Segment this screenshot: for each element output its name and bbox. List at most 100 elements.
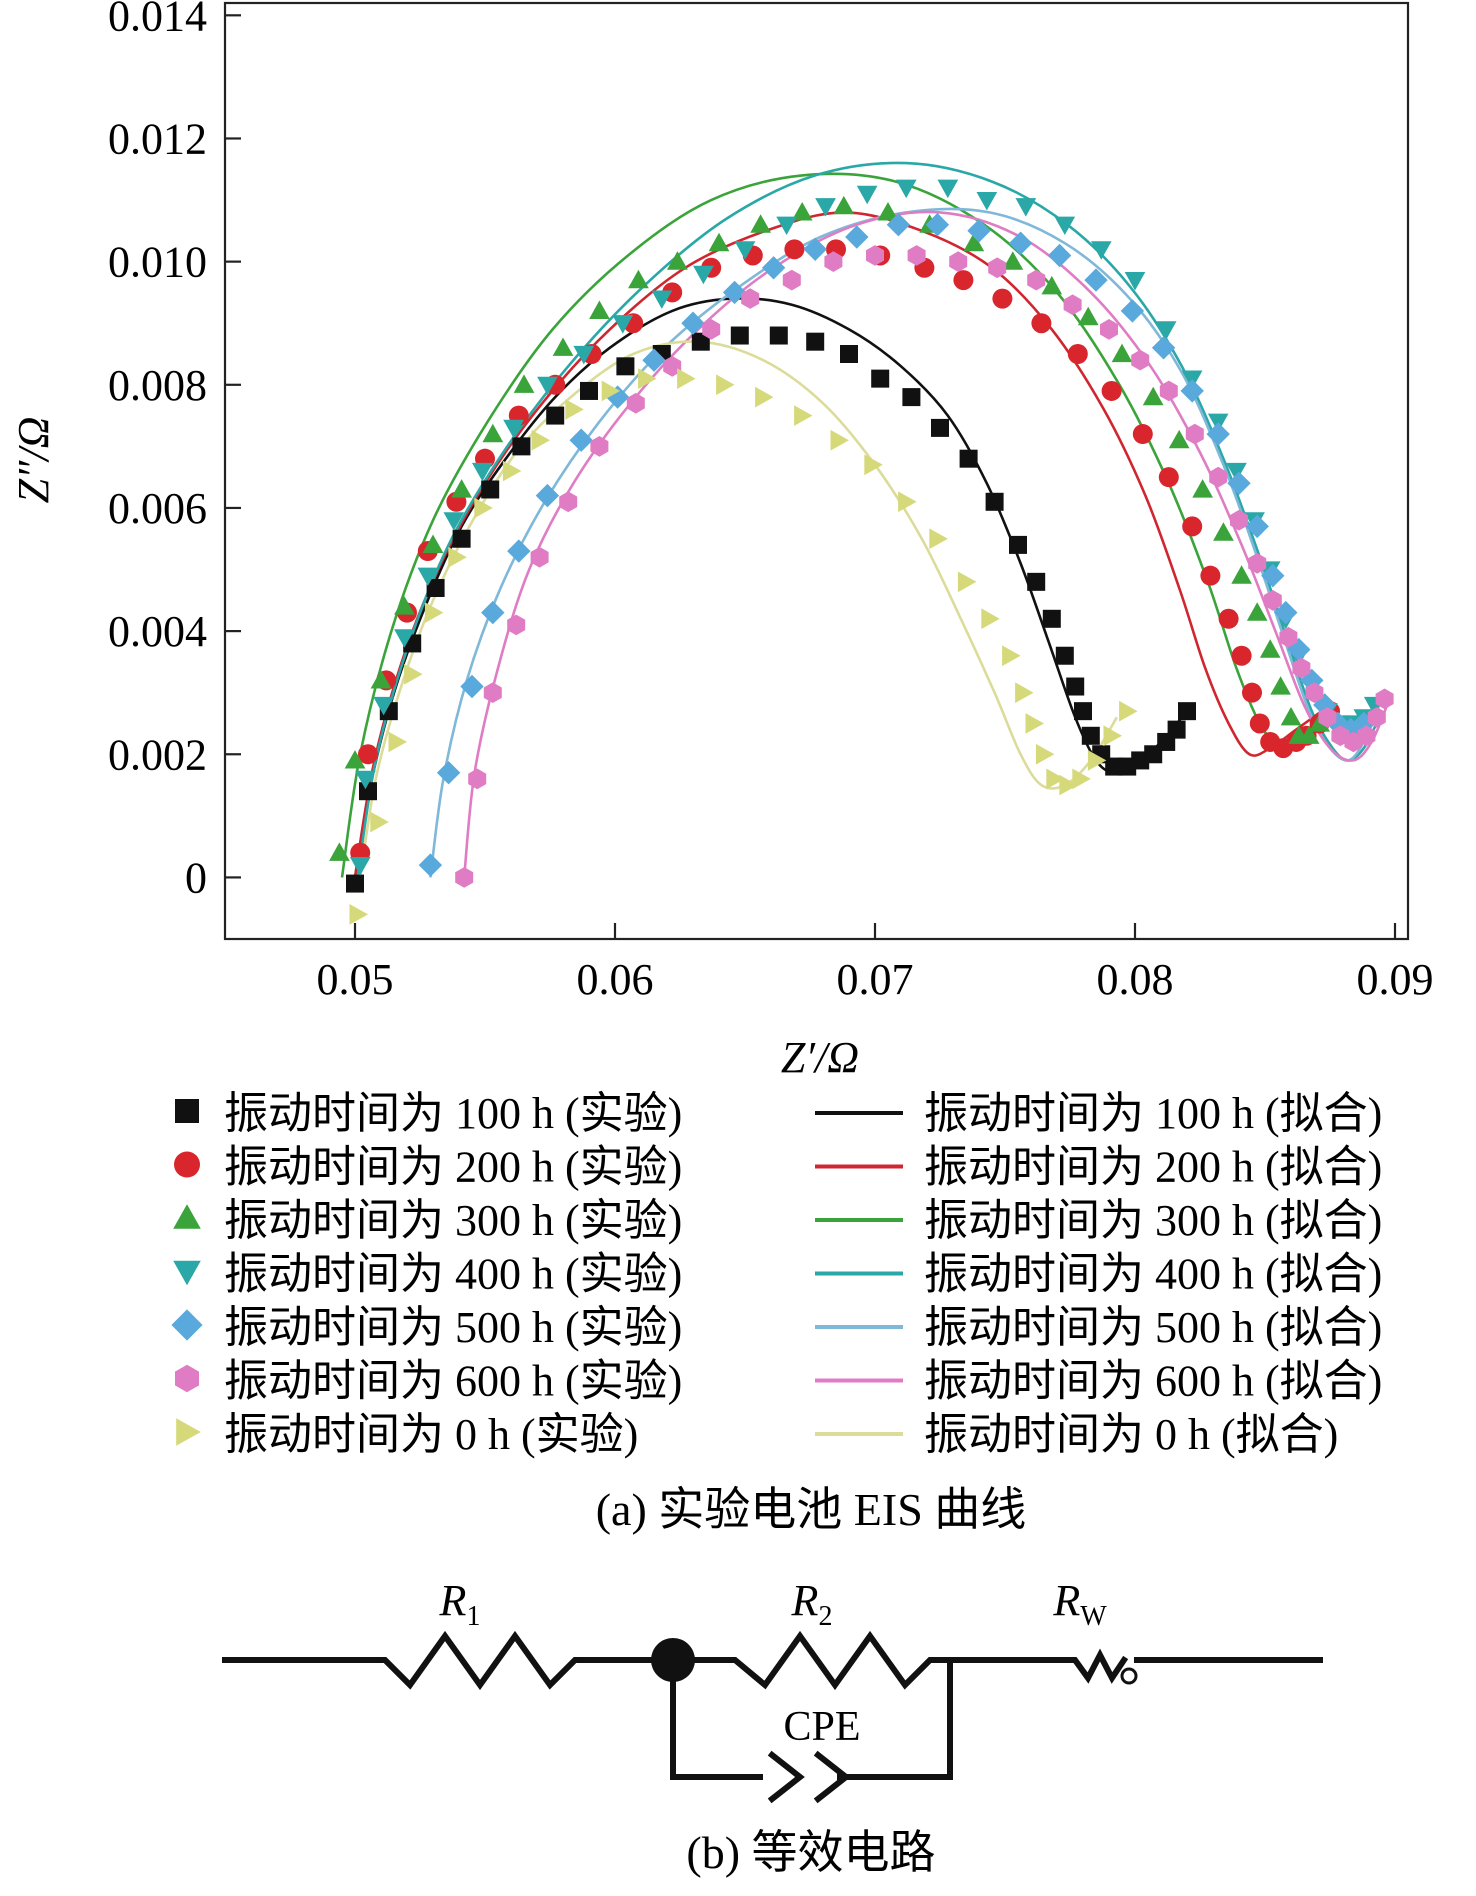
data-point-3 [355,770,376,790]
data-point-6 [349,904,368,925]
data-point-2 [1142,386,1164,406]
data-point-6 [601,380,621,402]
data-point-3 [976,192,998,211]
data-point-4 [1084,268,1108,292]
data-point-6 [1103,725,1122,747]
data-point-6 [531,429,550,451]
data-point-2 [1259,639,1281,658]
data-point-5 [507,614,526,636]
x-axis-ticks: 0.05 0.06 0.07 0.08 0.09 [317,923,1434,1004]
data-point-5 [1063,294,1082,316]
data-point-4 [761,256,786,280]
data-point-5 [949,251,968,272]
data-point-5 [1305,682,1324,703]
rw-label-sub: W [1080,1601,1107,1632]
rw-label: RW [1052,1576,1107,1632]
data-point-5 [824,251,843,272]
data-point-5 [1292,657,1311,679]
r1-label-main: R [439,1576,467,1625]
data-point-6 [474,497,493,519]
data-point-6 [929,528,948,550]
fit-line-4 [429,207,1381,878]
data-point-6 [1002,645,1021,667]
data-point-3 [1015,198,1037,217]
r1-label-sub: 1 [466,1601,480,1632]
data-point-4 [569,428,593,452]
legend-label-fit: 振动时间为 400 h (拟合) [924,1250,1382,1299]
data-point-5 [626,392,645,414]
data-point-0 [580,381,598,400]
data-point-3 [651,290,673,309]
data-point-2 [833,195,855,215]
data-point-4 [1180,379,1204,403]
data-point-1 [1182,516,1203,537]
fit-line-6 [358,340,1118,878]
legend-label-fit: 振动时间为 200 h (拟合) [924,1143,1382,1192]
data-point-0 [616,357,635,376]
data-point-1 [1101,380,1122,401]
data-point-5 [1209,466,1228,488]
data-point-5 [468,768,487,790]
data-point-0 [1042,609,1061,628]
data-point-0 [1027,572,1046,591]
data-point-4 [481,600,505,625]
data-point-2 [552,337,574,356]
data-point-2 [329,842,350,861]
data-point-3 [417,567,439,586]
cpe-label: CPE [783,1704,860,1750]
data-point-4 [418,853,443,877]
rw-label-main: R [1052,1576,1080,1625]
y-tick-label: 0.004 [108,607,207,656]
data-point-2 [1168,429,1190,449]
data-point-5 [455,867,474,888]
circuit-main-wire [222,1630,1063,1691]
legend-marker-2 [173,1204,201,1229]
data-point-6 [404,663,423,685]
data-point-1 [953,270,974,291]
data-point-4 [436,761,461,785]
y-tick-label: 0.014 [108,0,207,40]
data-point-6 [1046,768,1065,790]
rw-terminal-circle [1120,1667,1138,1685]
data-point-5 [559,491,578,513]
data-point-3 [895,179,917,199]
legend-marker-4 [171,1309,203,1341]
data-point-3 [394,629,415,648]
data-point-0 [1074,702,1092,721]
data-point-3 [1124,272,1146,291]
data-point-2 [708,232,730,252]
data-point-0 [959,449,978,468]
data-point-6 [1015,682,1034,703]
data-point-2 [1077,306,1099,326]
equivalent-circuit [222,1630,1323,1804]
data-point-4 [1206,422,1230,446]
legend-label-fit: 振动时间为 300 h (拟合) [924,1196,1382,1245]
fit-line-3 [356,161,1381,878]
y-axis-label: Z″/Ω [9,417,58,504]
data-point-4 [1274,600,1298,625]
data-point-3 [537,376,558,396]
r1-label: R1 [439,1576,481,1632]
data-point-5 [663,356,682,377]
legend-label-exp: 振动时间为 600 h (实验) [224,1357,682,1406]
x-tick-label: 0.07 [837,955,914,1004]
legend-label-exp: 振动时间为 500 h (实验) [224,1303,682,1352]
data-point-6 [677,368,696,389]
legend-label-exp: 振动时间为 100 h (实验) [224,1089,682,1138]
data-point-2 [394,596,415,615]
data-point-4 [722,280,747,305]
fit-line-5 [462,210,1389,878]
data-point-0 [426,579,445,597]
legend-marker-1 [174,1151,200,1178]
data-point-0 [1178,702,1196,721]
data-point-6 [755,386,774,408]
data-point-5 [1367,707,1386,728]
data-point-2 [513,374,535,393]
data-point-6 [370,811,389,833]
data-point-2 [667,251,688,270]
data-point-2 [1246,602,1268,621]
data-point-6 [794,405,813,426]
r2-label-main: R [791,1576,819,1625]
data-point-3 [776,216,797,235]
y-axis-ticks: 0 0.002 0.004 0.006 0.008 0.010 0.012 0.014 [108,0,241,902]
